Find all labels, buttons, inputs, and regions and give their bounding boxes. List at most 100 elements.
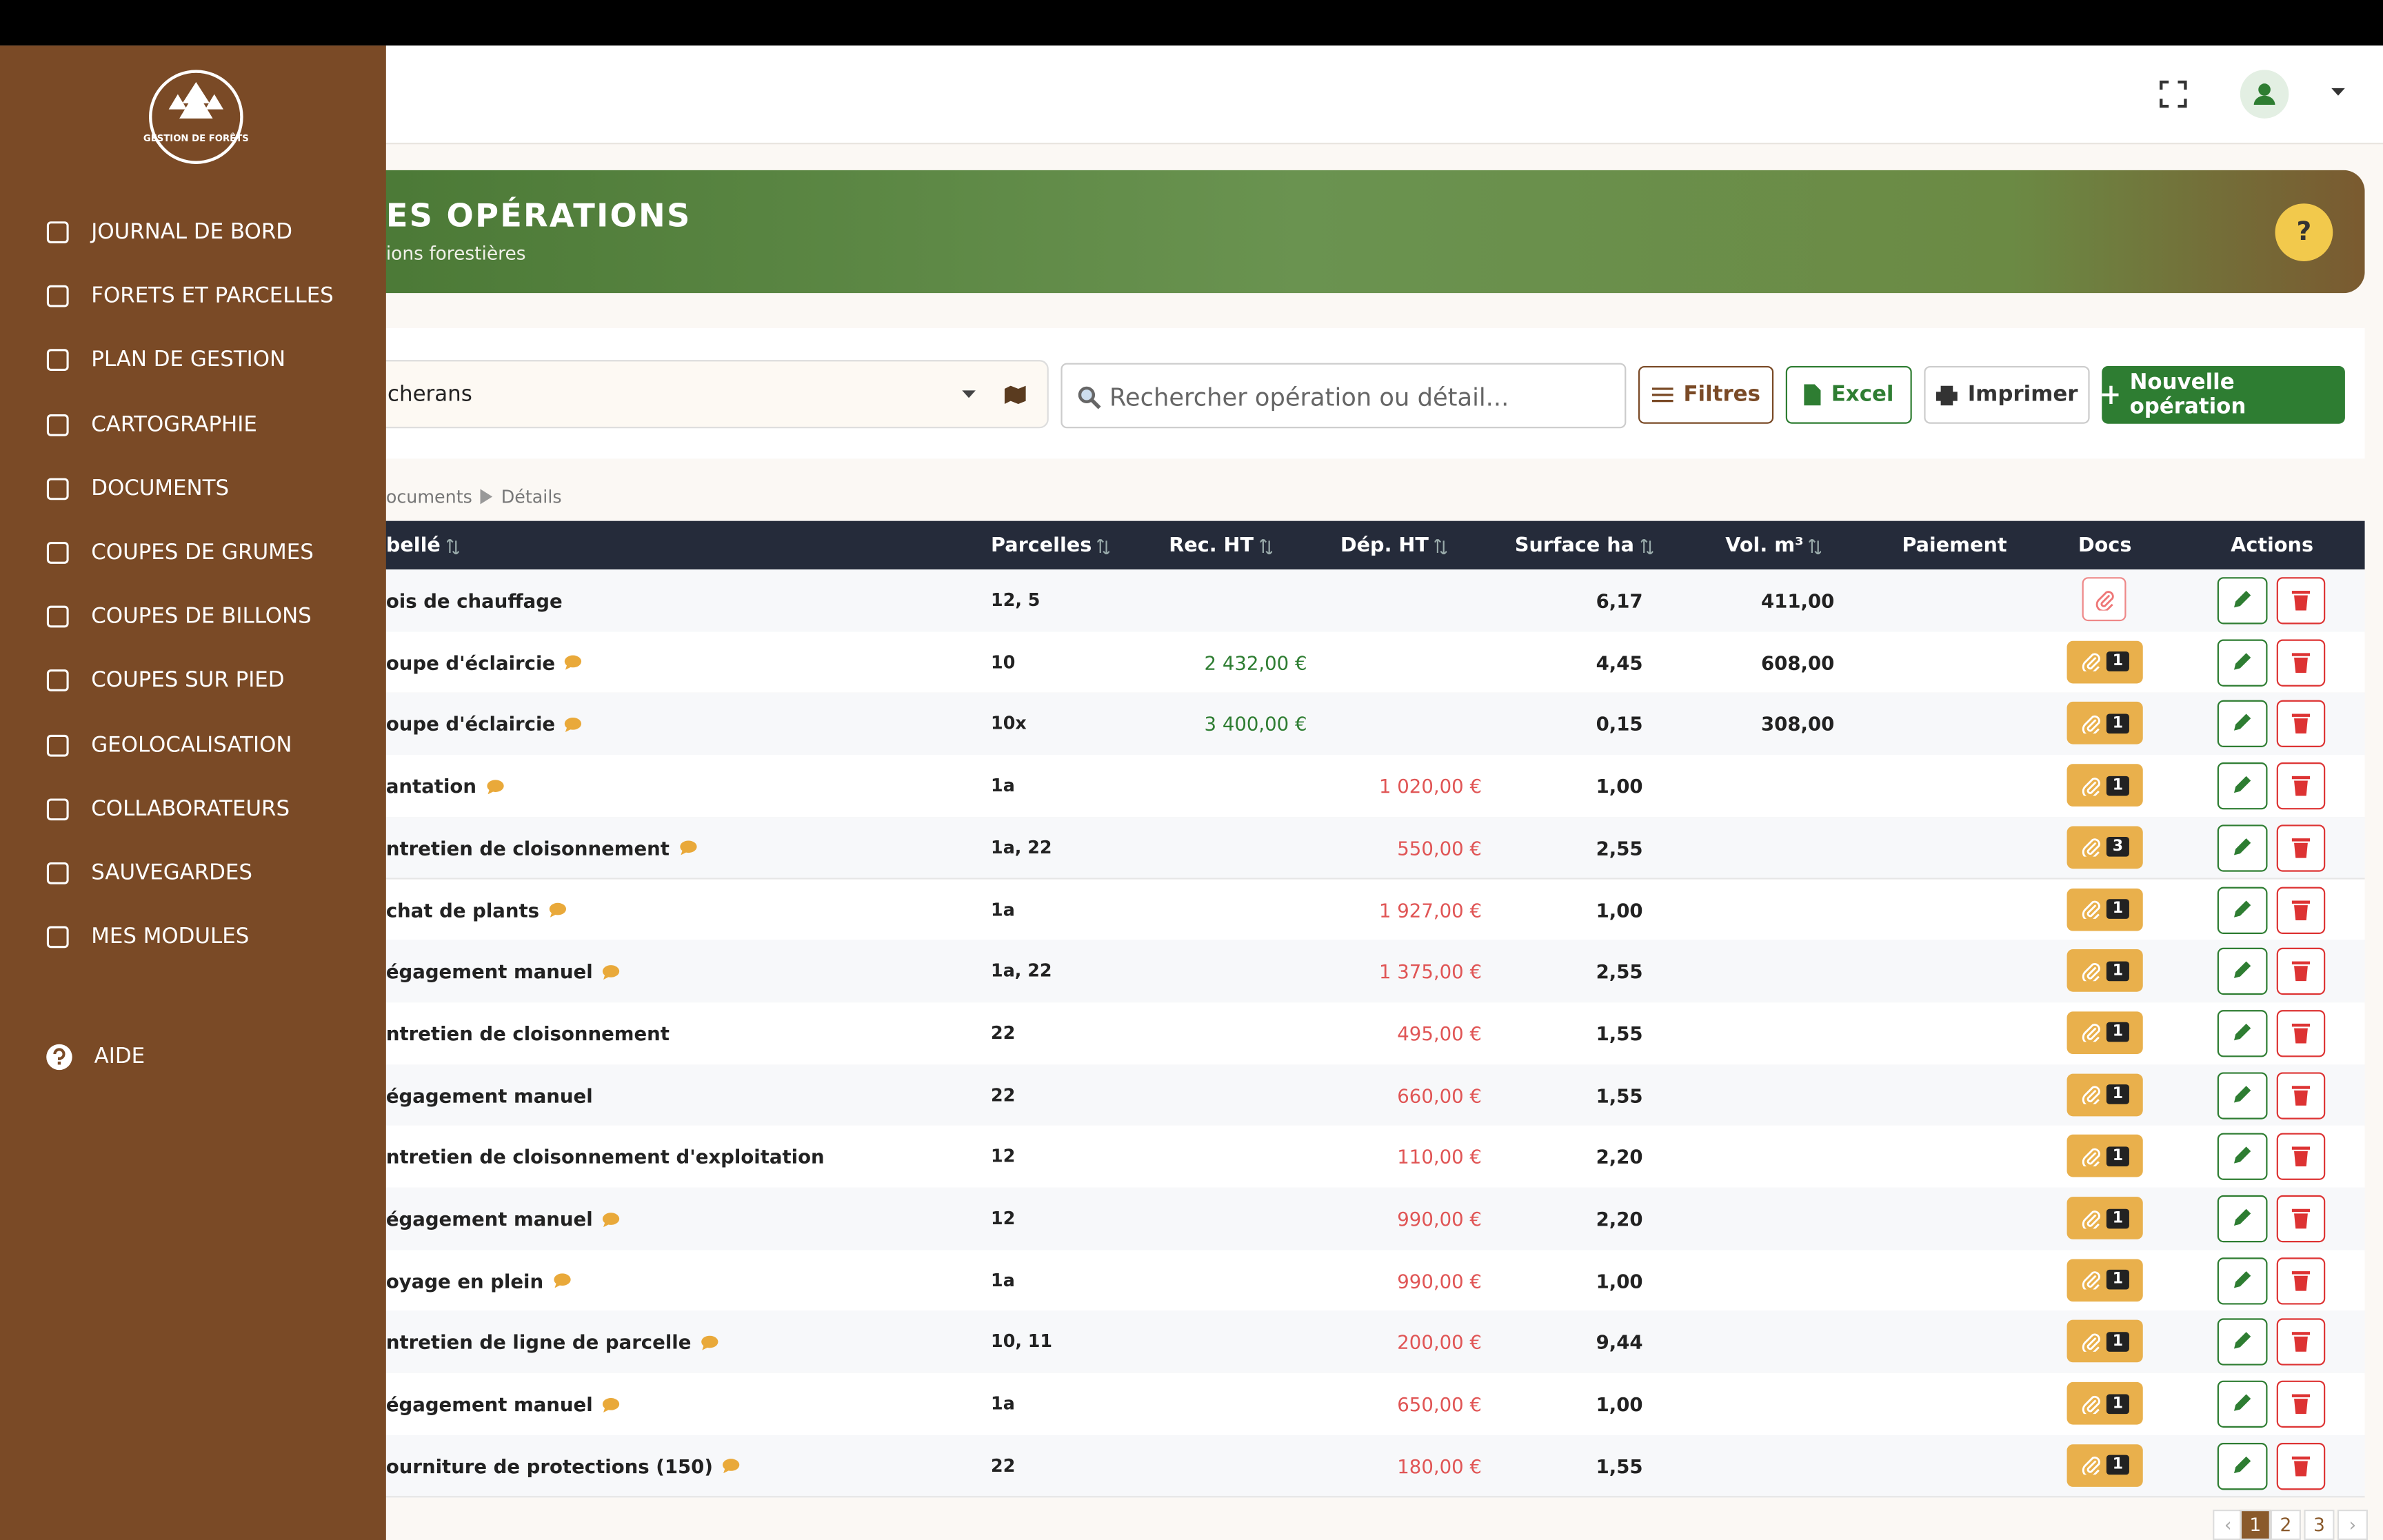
docs-button[interactable]: 1 — [2067, 1135, 2143, 1178]
table-cell: 12, 5 — [991, 589, 1040, 611]
cell-text: 12 — [991, 1145, 1016, 1167]
column-header[interactable]: Rec. HT — [1169, 535, 1272, 558]
table-cell: 0,15 — [1596, 713, 1643, 736]
delete-button[interactable] — [2276, 886, 2326, 933]
delete-button[interactable] — [2276, 700, 2326, 748]
docs-button[interactable]: 1 — [2067, 1011, 2143, 1054]
edit-button[interactable] — [2217, 1071, 2268, 1119]
delete-button[interactable] — [2276, 577, 2326, 625]
menu-item[interactable]: GEOLOCALISATION — [46, 733, 292, 758]
delete-button[interactable] — [2276, 1071, 2326, 1119]
help-button[interactable]: ? — [2275, 203, 2333, 261]
menu-item[interactable]: COUPES DE GRUMES — [46, 540, 314, 565]
delete-button[interactable] — [2276, 1195, 2326, 1243]
table-header — [0, 520, 2365, 570]
menu-item[interactable]: JOURNAL DE BORD — [46, 220, 292, 245]
docs-button[interactable]: 1 — [2067, 1258, 2143, 1301]
edit-button[interactable] — [2217, 1195, 2268, 1243]
page-button[interactable]: › — [2337, 1509, 2368, 1540]
attach-button[interactable] — [2082, 577, 2126, 622]
delete-button[interactable] — [2276, 948, 2326, 995]
edit-button[interactable] — [2217, 1442, 2268, 1490]
docs-button[interactable]: 1 — [2067, 640, 2143, 683]
docs-button[interactable]: 1 — [2067, 764, 2143, 807]
docs-count: 1 — [2106, 1270, 2129, 1290]
menu-item[interactable]: PLAN DE GESTION — [46, 348, 285, 373]
edit-button[interactable] — [2217, 1319, 2268, 1366]
delete-button[interactable] — [2276, 638, 2326, 687]
delete-button[interactable] — [2276, 1442, 2326, 1490]
delete-button[interactable] — [2276, 1319, 2326, 1366]
delete-button[interactable] — [2276, 1380, 2326, 1428]
edit-button[interactable] — [2217, 762, 2268, 810]
docs-button[interactable]: 1 — [2067, 702, 2143, 745]
page-button[interactable]: 1 — [2240, 1509, 2271, 1540]
edit-button[interactable] — [2217, 1380, 2268, 1428]
page-button[interactable]: ‹ — [2213, 1509, 2244, 1540]
docs-button[interactable]: 1 — [2067, 949, 2143, 993]
menu-item[interactable]: SAUVEGARDES — [46, 861, 252, 885]
page-button[interactable]: 2 — [2270, 1509, 2301, 1540]
cell-text: 1a — [991, 774, 1015, 796]
print-button[interactable]: Imprimer — [1924, 365, 2090, 424]
cell-text: 2 432,00 € — [1204, 651, 1307, 674]
edit-button[interactable] — [2217, 886, 2268, 933]
cell-text: 12 — [991, 1207, 1016, 1229]
column-header[interactable]: bellé — [386, 535, 459, 558]
column-header[interactable]: Parcelles — [991, 535, 1110, 558]
docs-button[interactable]: 1 — [2067, 1073, 2143, 1116]
edit-button[interactable] — [2217, 1257, 2268, 1304]
menu-item[interactable]: DOCUMENTS — [46, 476, 229, 501]
docs-count: 1 — [2106, 1208, 2129, 1228]
search-icon — [1078, 386, 1101, 409]
edit-button[interactable] — [2217, 824, 2268, 872]
page-button[interactable]: 3 — [2304, 1509, 2335, 1540]
menu-item[interactable]: MES MODULES — [46, 925, 249, 949]
menu-item[interactable]: FORETS ET PARCELLES — [46, 284, 334, 309]
delete-button[interactable] — [2276, 1257, 2326, 1304]
sort-icon — [1434, 538, 1447, 554]
cell-text: 200,00 € — [1397, 1330, 1482, 1354]
docs-button[interactable]: 1 — [2067, 1443, 2143, 1487]
search-input[interactable]: Rechercher opération ou détail... — [1060, 363, 1627, 429]
docs-button[interactable]: 1 — [2067, 887, 2143, 931]
column-header[interactable]: Surface ha — [1515, 535, 1653, 558]
edit-button[interactable] — [2217, 948, 2268, 995]
delete-button[interactable] — [2276, 762, 2326, 810]
cell-text: 1a — [991, 898, 1015, 920]
edit-button[interactable] — [2217, 700, 2268, 748]
menu-item[interactable]: COUPES SUR PIED — [46, 669, 285, 693]
table-cell: 495,00 € — [1397, 1022, 1482, 1045]
logo-text: GESTION DE FORÊTS — [143, 133, 249, 145]
user-avatar[interactable] — [2240, 70, 2289, 119]
excel-button[interactable]: Excel — [1785, 365, 1912, 424]
menu-item[interactable]: AIDE — [46, 1044, 145, 1071]
cell-text: 1 020,00 € — [1378, 774, 1482, 798]
breadcrumb-item[interactable]: ocuments — [385, 486, 472, 507]
new-operation-button[interactable]: Nouvelle opération — [2102, 365, 2345, 424]
docs-button[interactable]: 1 — [2067, 1382, 2143, 1425]
edit-button[interactable] — [2217, 1009, 2268, 1057]
edit-button[interactable] — [2217, 577, 2268, 625]
delete-button[interactable] — [2276, 824, 2326, 872]
filters-button[interactable]: Filtres — [1638, 365, 1774, 424]
map-icon[interactable] — [1004, 385, 1026, 405]
delete-button[interactable] — [2276, 1133, 2326, 1181]
docs-button[interactable]: 1 — [2067, 1197, 2143, 1239]
edit-button[interactable] — [2217, 1133, 2268, 1181]
menu-item[interactable]: CARTOGRAPHIE — [46, 412, 257, 437]
user-dropdown[interactable] — [2331, 88, 2346, 97]
attach-icon — [2082, 1457, 2100, 1475]
docs-button[interactable]: 3 — [2067, 826, 2143, 869]
cell-text: 3 400,00 € — [1204, 713, 1307, 736]
edit-icon — [2233, 714, 2251, 731]
fullscreen-button[interactable] — [2159, 80, 2187, 108]
column-header[interactable]: Dép. HT — [1340, 535, 1447, 558]
column-header[interactable]: Vol. m³ — [1725, 535, 1822, 558]
menu-item[interactable]: COLLABORATEURS — [46, 797, 290, 821]
docs-button[interactable]: 1 — [2067, 1320, 2143, 1364]
table-row: oupe d'éclaircie 10x 3 400,00 € 0,15 308,00 1 — [0, 693, 2365, 757]
delete-button[interactable] — [2276, 1009, 2326, 1057]
menu-item[interactable]: COUPES DE BILLONS — [46, 605, 312, 629]
edit-button[interactable] — [2217, 638, 2268, 687]
